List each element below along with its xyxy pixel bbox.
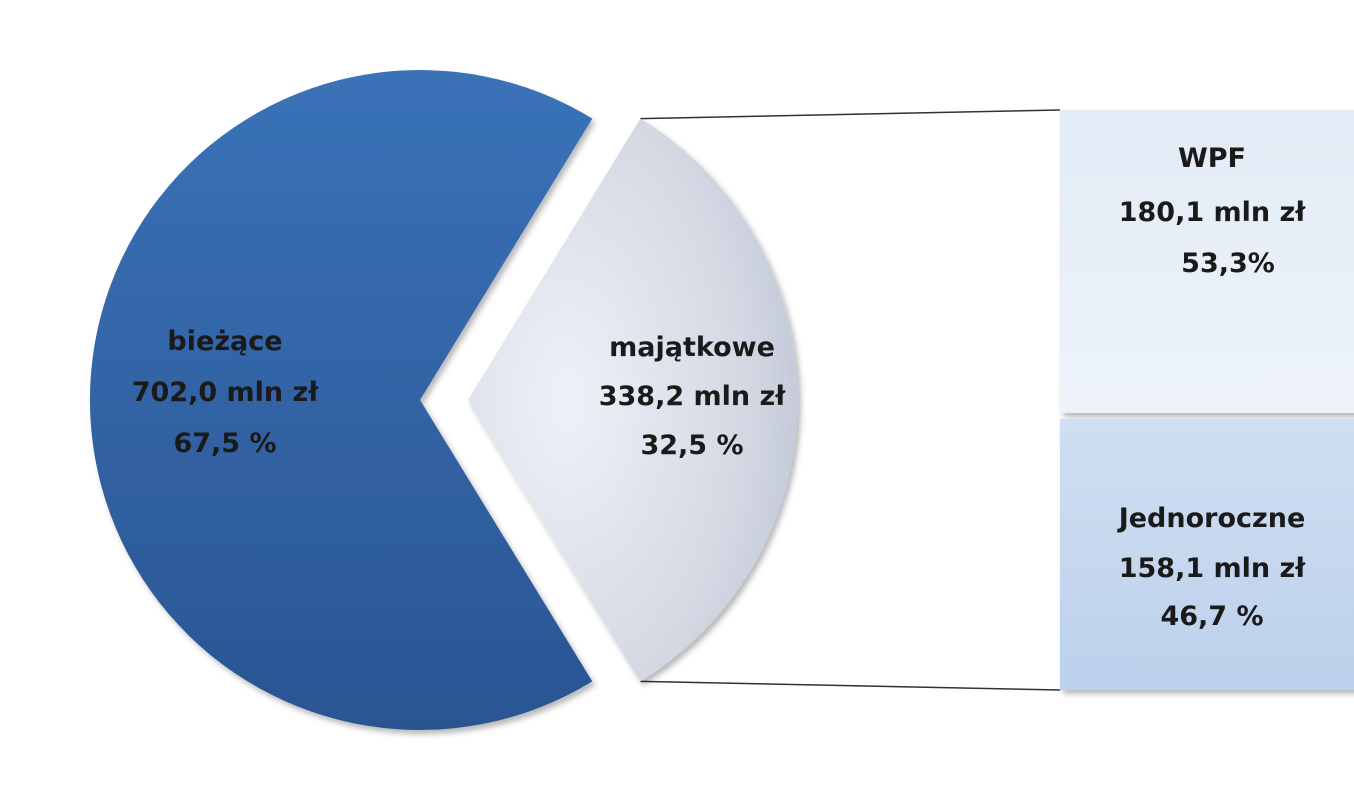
- connector-line-bottom: [640, 680, 1061, 691]
- pie-slice-majatkowe: [468, 118, 798, 682]
- slice-label-biezace-name: bieżące: [167, 326, 282, 357]
- segment-label-wpf-value: 180,1 mln zł: [1119, 197, 1307, 228]
- segment-label-jednoroczne-value: 158,1 mln zł: [1119, 553, 1307, 584]
- breakdown-segment-wpf: [1060, 110, 1354, 413]
- slice-label-biezace-value: 702,0 mln zł: [132, 377, 320, 408]
- slice-label-majatkowe-value: 338,2 mln zł: [599, 381, 787, 412]
- slice-label-biezace-percent: 67,5 %: [173, 428, 276, 459]
- segment-label-wpf-name: WPF: [1178, 143, 1246, 174]
- segment-label-jednoroczne-percent: 46,7 %: [1160, 601, 1263, 632]
- slice-label-majatkowe-name: majątkowe: [609, 332, 775, 363]
- segment-label-jednoroczne-name: Jednoroczne: [1117, 503, 1306, 534]
- slice-label-majatkowe-percent: 32,5 %: [640, 430, 743, 461]
- pie-slice-biezace: [89, 69, 593, 730]
- breakdown-segment-jednoroczne: [1060, 418, 1354, 690]
- connector-line-top: [640, 109, 1061, 120]
- segment-label-wpf-percent: 53,3%: [1181, 248, 1275, 279]
